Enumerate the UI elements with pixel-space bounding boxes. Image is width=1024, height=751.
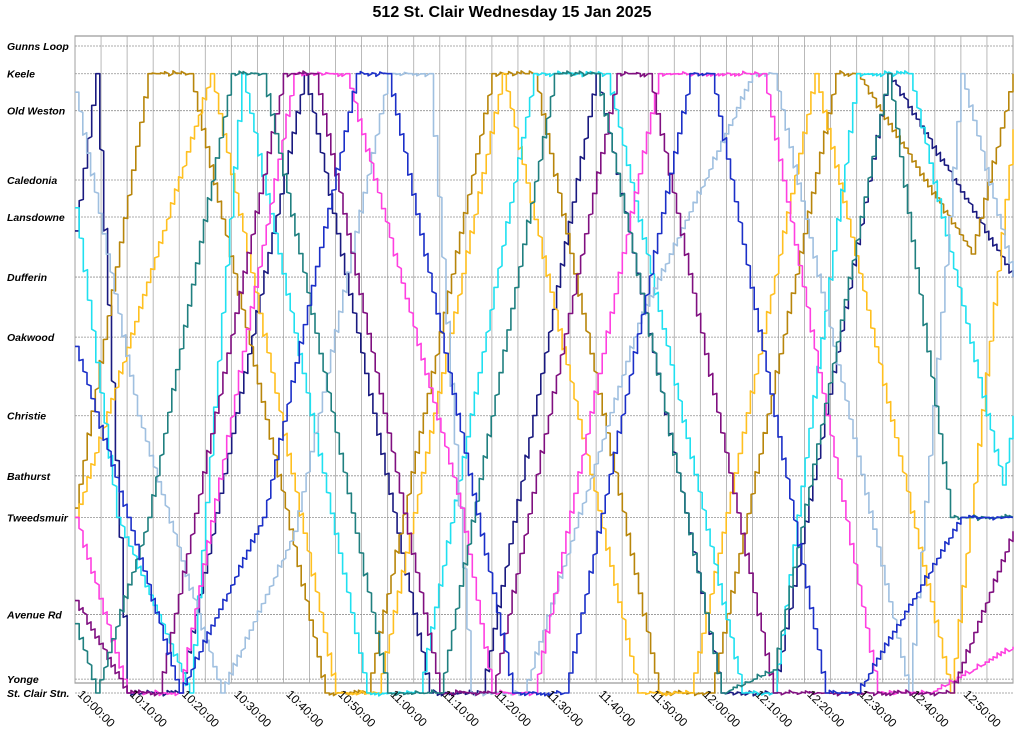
vehicle-trace: [75, 71, 1014, 697]
series-layer: [75, 70, 1014, 697]
stop-label: Caledonia: [7, 175, 57, 187]
chart-title: 512 St. Clair Wednesday 15 Jan 2025: [372, 4, 652, 21]
vehicle-trace: [75, 70, 1014, 697]
x-tick-label: 11:40:00: [596, 687, 639, 730]
grid-layer: [74, 35, 1014, 694]
vehicle-trace: [75, 72, 1014, 697]
vehicle-trace: [75, 70, 1014, 697]
x-tick-label: 10:40:00: [283, 687, 326, 730]
stop-label: Avenue Rd: [6, 609, 62, 621]
stop-label: Old Weston: [7, 106, 65, 118]
label-layer: 10:00:00 10:10:00 10:20:00 10:30:00 10:40:00…: [6, 41, 1004, 730]
stop-label: Dufferin: [7, 272, 47, 284]
stop-label: Bathurst: [7, 471, 51, 483]
vehicle-trace: [75, 72, 1014, 697]
x-tick-label: 12:50:00: [961, 687, 1004, 730]
vehicle-trace: [75, 70, 1014, 697]
x-tick-label: 10:20:00: [179, 687, 222, 730]
stop-label: Christie: [7, 411, 46, 423]
stop-label: Yonge: [7, 674, 39, 686]
stop-label: Lansdowne: [7, 212, 65, 224]
stop-label: Oakwood: [7, 332, 55, 344]
stop-label: Gunns Loop: [7, 41, 69, 53]
stop-label: Tweedsmuir: [7, 512, 69, 524]
stop-label: St. Clair Stn.: [7, 688, 70, 700]
vehicle-trace: [75, 70, 1014, 697]
stop-label: Keele: [7, 69, 35, 81]
vehicle-trace: [75, 70, 1014, 697]
x-tick-label: 10:30:00: [231, 687, 274, 730]
